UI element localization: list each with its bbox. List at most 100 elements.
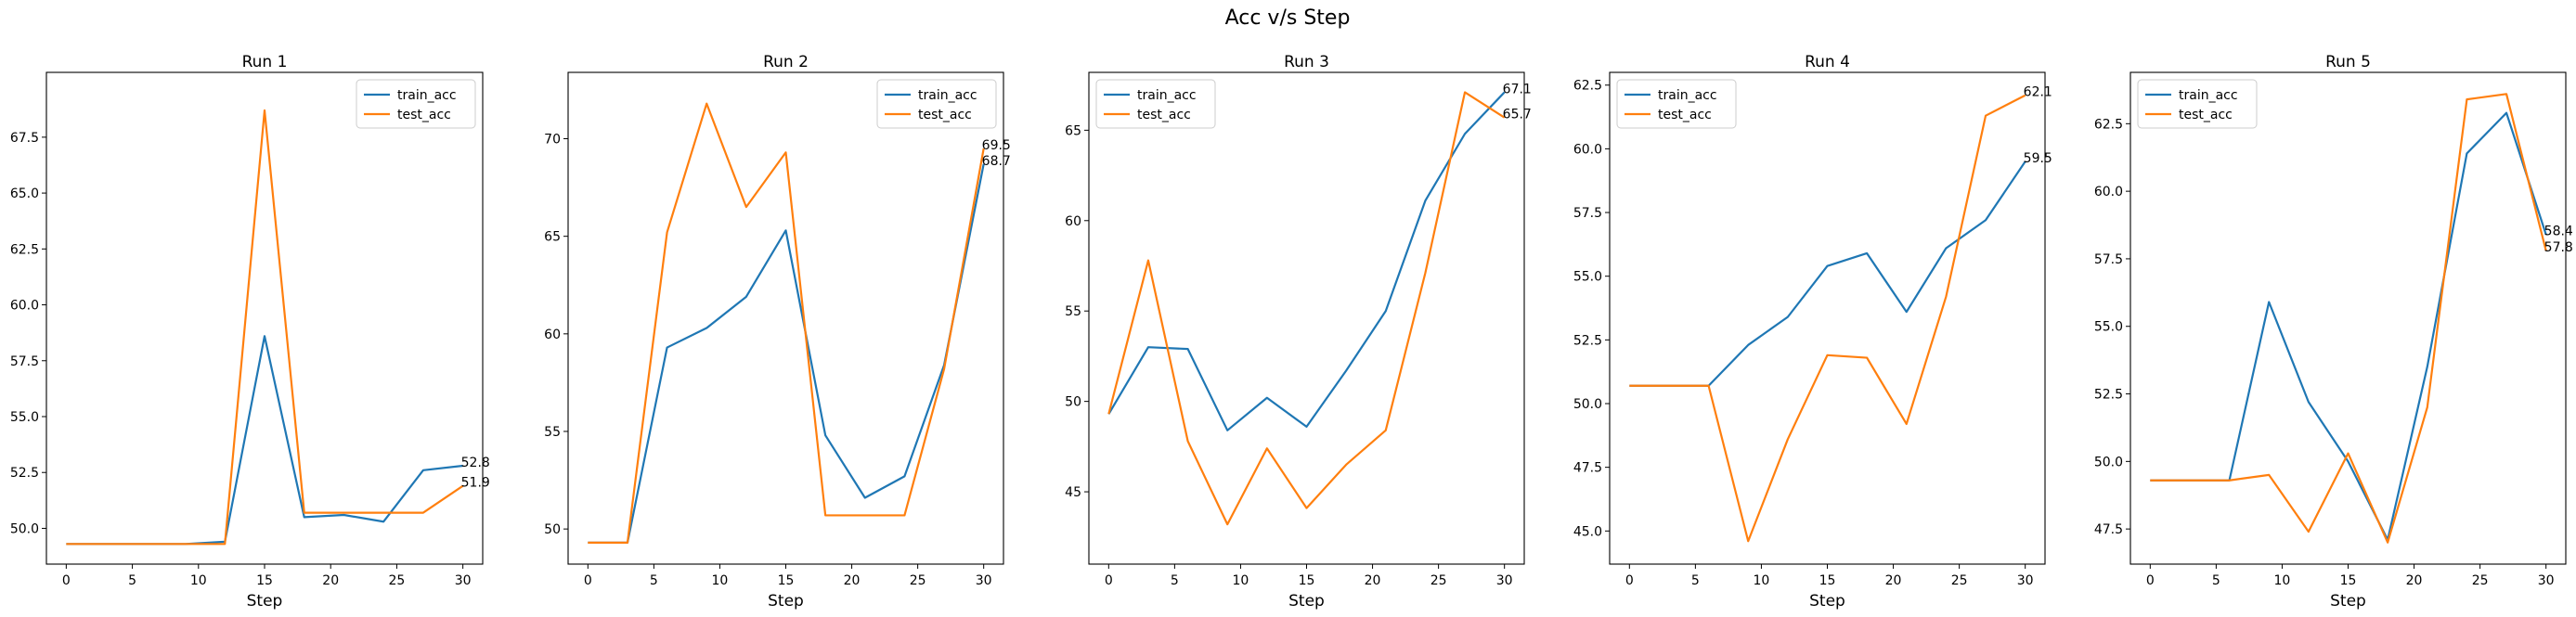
- x-tick-label: 15: [2340, 573, 2357, 588]
- x-tick-label: 5: [650, 573, 658, 588]
- series-line-test_acc: [66, 109, 464, 546]
- legend-box: [1616, 79, 1737, 129]
- end-value-label: 59.5: [2024, 151, 2052, 166]
- x-tick-label: 15: [256, 573, 273, 588]
- end-value-label: 65.7: [1503, 108, 1532, 122]
- x-tick-label: 20: [1885, 573, 1902, 588]
- y-tick-label: 50: [544, 522, 561, 537]
- x-tick-label: 10: [1233, 573, 1249, 588]
- x-tick-label: 0: [1105, 573, 1113, 588]
- legend-box: [356, 79, 476, 129]
- x-tick-label: 25: [1430, 573, 1447, 588]
- y-tick-label: 57.5: [10, 354, 39, 369]
- x-tick-label: 20: [1365, 573, 1381, 588]
- x-axis-label: Step: [1809, 592, 1845, 611]
- x-tick-label: 25: [389, 573, 406, 588]
- y-tick-label: 52.5: [10, 466, 39, 481]
- chart-run-5: Run 5 0 5 10 15 20 25 30 Step 47.5 50.0 52.5 55.0 57.…: [2094, 53, 2573, 611]
- chart-title: Run 5: [2325, 53, 2371, 71]
- y-tick-label: 60.0: [2094, 185, 2123, 199]
- x-tick-label: 30: [976, 573, 992, 588]
- y-tick-label: 45.0: [1573, 524, 1602, 539]
- x-tick-label: 15: [778, 573, 795, 588]
- end-value-label: 51.9: [461, 476, 490, 491]
- end-value-label: 57.8: [2544, 240, 2573, 255]
- y-tick-label: 65.0: [10, 186, 39, 201]
- x-tick-label: 30: [2538, 573, 2555, 588]
- y-tick-label: 55.0: [10, 410, 39, 425]
- chart-run-4: Run 4 0 5 10 15 20 25 30 Step 45.0 47.5 50.0 52.5 55.…: [1573, 53, 2052, 611]
- end-value-label: 67.1: [1503, 82, 1532, 96]
- series-line-train_acc: [1107, 91, 1506, 431]
- x-tick-label: 0: [584, 573, 592, 588]
- x-tick-label: 20: [844, 573, 861, 588]
- legend: train_acc test_acc: [876, 79, 997, 129]
- legend-label: test_acc: [397, 108, 451, 122]
- legend-label: test_acc: [1137, 108, 1191, 122]
- chart-title: Run 4: [1805, 53, 1850, 71]
- x-tick-label: 20: [2406, 573, 2423, 588]
- series-line-test_acc: [1107, 91, 1506, 526]
- x-tick-label: 5: [2212, 573, 2220, 588]
- chart-run-3: Run 3 0 5 10 15 20 25 30 Step 45 50 55 60 65 67.1 65.7 t…: [1065, 53, 1532, 611]
- y-tick-label: 57.5: [2094, 252, 2123, 267]
- y-tick-label: 50.0: [2094, 455, 2123, 469]
- legend: train_acc test_acc: [1616, 79, 1737, 129]
- x-tick-label: 15: [1819, 573, 1836, 588]
- x-tick-label: 5: [1691, 573, 1700, 588]
- y-tick-label: 62.5: [1573, 79, 1602, 94]
- legend-box: [876, 79, 997, 129]
- y-tick-label: 55: [544, 425, 561, 440]
- legend-box: [1095, 79, 1216, 129]
- y-tick-label: 62.5: [2094, 117, 2123, 132]
- figure-suptitle: Acc v/s Step: [1225, 6, 1351, 30]
- legend-box: [2137, 79, 2258, 129]
- x-tick-label: 0: [62, 573, 71, 588]
- y-tick-label: 52.5: [2094, 388, 2123, 403]
- series-line-test_acc: [2150, 93, 2547, 544]
- end-value-label: 69.5: [982, 138, 1011, 153]
- x-tick-label: 15: [1299, 573, 1315, 588]
- y-tick-label: 70: [544, 133, 561, 148]
- end-value-label: 62.1: [2024, 85, 2052, 100]
- legend-label: test_acc: [918, 108, 972, 122]
- y-tick-label: 50.0: [1573, 397, 1602, 412]
- series-line-test_acc: [588, 102, 985, 544]
- y-tick-label: 65: [544, 230, 561, 245]
- x-axis-label: Step: [247, 592, 283, 611]
- legend-label: train_acc: [918, 88, 977, 103]
- chart-title: Run 2: [763, 53, 809, 71]
- legend-label: test_acc: [1658, 108, 1712, 122]
- y-tick-label: 60: [544, 328, 561, 342]
- y-tick-label: 57.5: [1573, 206, 1602, 221]
- x-tick-label: 0: [1625, 573, 1634, 588]
- x-tick-label: 30: [2017, 573, 2034, 588]
- legend-label: train_acc: [397, 88, 457, 103]
- chart-title: Run 3: [1284, 53, 1329, 71]
- x-tick-label: 0: [2146, 573, 2155, 588]
- y-tick-label: 67.5: [10, 131, 39, 146]
- x-tick-label: 30: [455, 573, 472, 588]
- x-tick-label: 5: [128, 573, 136, 588]
- x-tick-label: 10: [712, 573, 729, 588]
- x-axis-label: Step: [768, 592, 804, 611]
- chart-title: Run 1: [242, 53, 288, 71]
- chart-run-1: Run 1 0 5 10 15 20 25 30 Step 50.0 52.5 55.0 57.5 60.…: [10, 53, 490, 611]
- y-tick-label: 65: [1065, 123, 1081, 138]
- x-tick-label: 10: [1754, 573, 1770, 588]
- y-tick-label: 55: [1065, 304, 1081, 319]
- y-tick-label: 60.0: [10, 299, 39, 314]
- legend-label: test_acc: [2179, 108, 2233, 122]
- y-tick-label: 50.0: [10, 521, 39, 536]
- x-tick-label: 10: [2274, 573, 2291, 588]
- legend: train_acc test_acc: [2137, 79, 2258, 129]
- series-line-test_acc: [1629, 94, 2026, 543]
- y-tick-label: 62.5: [10, 242, 39, 257]
- x-tick-label: 10: [190, 573, 207, 588]
- legend-label: train_acc: [1658, 88, 1717, 103]
- x-tick-label: 20: [322, 573, 339, 588]
- x-axis-label: Step: [1288, 592, 1325, 611]
- legend: train_acc test_acc: [1095, 79, 1216, 129]
- y-tick-label: 60: [1065, 214, 1081, 229]
